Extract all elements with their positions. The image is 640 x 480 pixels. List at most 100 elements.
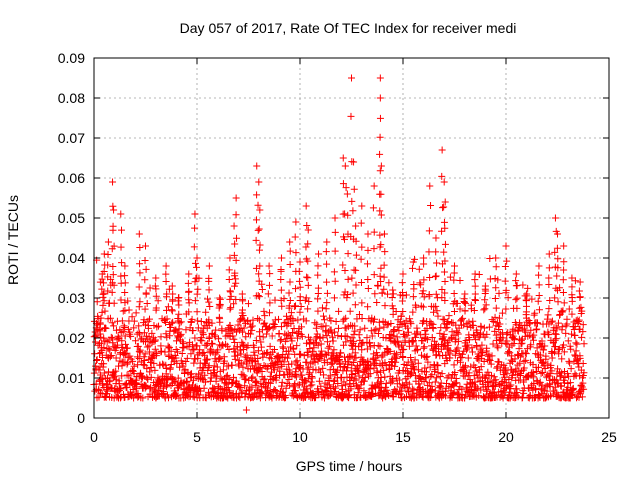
- data-point: [190, 243, 198, 251]
- data-point: [104, 287, 112, 295]
- y-tick-label: 0.05: [58, 210, 85, 226]
- data-point: [175, 301, 183, 309]
- data-point: [423, 325, 431, 333]
- data-point: [152, 274, 160, 282]
- data-point: [109, 178, 117, 186]
- data-point: [564, 337, 572, 345]
- data-point: [397, 312, 405, 320]
- data-point: [553, 272, 561, 280]
- data-point: [121, 288, 129, 296]
- data-point: [182, 358, 190, 366]
- data-point: [242, 406, 250, 414]
- data-point: [531, 309, 539, 317]
- data-point: [280, 358, 288, 366]
- data-point: [254, 226, 262, 234]
- data-point: [291, 387, 299, 395]
- data-point: [545, 330, 553, 338]
- data-point: [377, 264, 385, 272]
- data-point: [214, 346, 222, 354]
- data-point: [426, 182, 434, 190]
- data-point: [162, 330, 170, 338]
- data-point: [376, 150, 384, 158]
- data-point: [510, 336, 518, 344]
- data-point: [325, 381, 333, 389]
- data-point: [411, 333, 419, 341]
- data-point: [560, 348, 568, 356]
- data-point: [573, 340, 581, 348]
- data-point: [141, 305, 149, 313]
- data-point: [304, 226, 312, 234]
- data-point: [255, 178, 263, 186]
- data-point: [495, 289, 503, 297]
- data-point: [142, 289, 150, 297]
- data-point: [152, 285, 160, 293]
- data-point: [349, 207, 357, 215]
- data-point: [163, 306, 171, 314]
- data-point: [360, 377, 368, 385]
- data-point: [357, 219, 365, 227]
- data-point: [425, 393, 433, 401]
- data-point: [571, 332, 579, 340]
- data-point: [441, 257, 449, 265]
- data-point: [282, 312, 290, 320]
- data-point: [512, 277, 520, 285]
- data-point: [560, 266, 568, 274]
- data-point: [255, 270, 263, 278]
- data-point: [561, 373, 569, 381]
- data-point: [157, 347, 165, 355]
- data-point: [579, 321, 587, 329]
- data-point: [244, 300, 252, 308]
- data-point: [130, 362, 138, 370]
- data-point: [277, 296, 285, 304]
- data-point: [238, 388, 246, 396]
- data-point: [481, 290, 489, 298]
- data-point: [205, 262, 213, 270]
- data-point: [535, 292, 543, 300]
- data-point: [544, 311, 552, 319]
- data-point: [292, 368, 300, 376]
- data-point: [443, 323, 451, 331]
- data-point: [254, 347, 262, 355]
- data-point: [568, 297, 576, 305]
- data-point: [418, 392, 426, 400]
- data-point: [121, 272, 129, 280]
- data-point: [414, 359, 422, 367]
- data-point: [191, 297, 199, 305]
- data-point: [523, 292, 531, 300]
- data-point: [97, 314, 105, 322]
- data-point: [382, 379, 390, 387]
- data-point: [143, 365, 151, 373]
- data-point: [264, 290, 272, 298]
- data-point: [486, 275, 494, 283]
- data-point: [393, 354, 401, 362]
- y-tick-label: 0: [77, 410, 85, 426]
- data-point: [121, 323, 129, 331]
- data-point: [334, 332, 342, 340]
- data-point: [450, 276, 458, 284]
- data-point: [185, 299, 193, 307]
- data-point: [511, 355, 519, 363]
- data-point: [434, 312, 442, 320]
- data-point: [205, 286, 213, 294]
- data-point: [450, 307, 458, 315]
- data-point: [226, 287, 234, 295]
- data-point: [223, 371, 231, 379]
- data-point: [454, 344, 462, 352]
- data-point: [317, 340, 325, 348]
- data-point: [226, 305, 234, 313]
- data-point: [187, 350, 195, 358]
- data-point: [162, 293, 170, 301]
- data-point: [492, 254, 500, 262]
- data-point: [395, 376, 403, 384]
- data-point: [213, 372, 221, 380]
- data-point: [444, 348, 452, 356]
- data-point: [186, 387, 194, 395]
- data-point: [118, 226, 126, 234]
- data-point: [215, 355, 223, 363]
- data-point: [277, 254, 285, 262]
- data-point: [393, 380, 401, 388]
- data-point: [504, 294, 512, 302]
- data-point: [374, 282, 382, 290]
- data-point: [402, 392, 410, 400]
- data-point: [175, 293, 183, 301]
